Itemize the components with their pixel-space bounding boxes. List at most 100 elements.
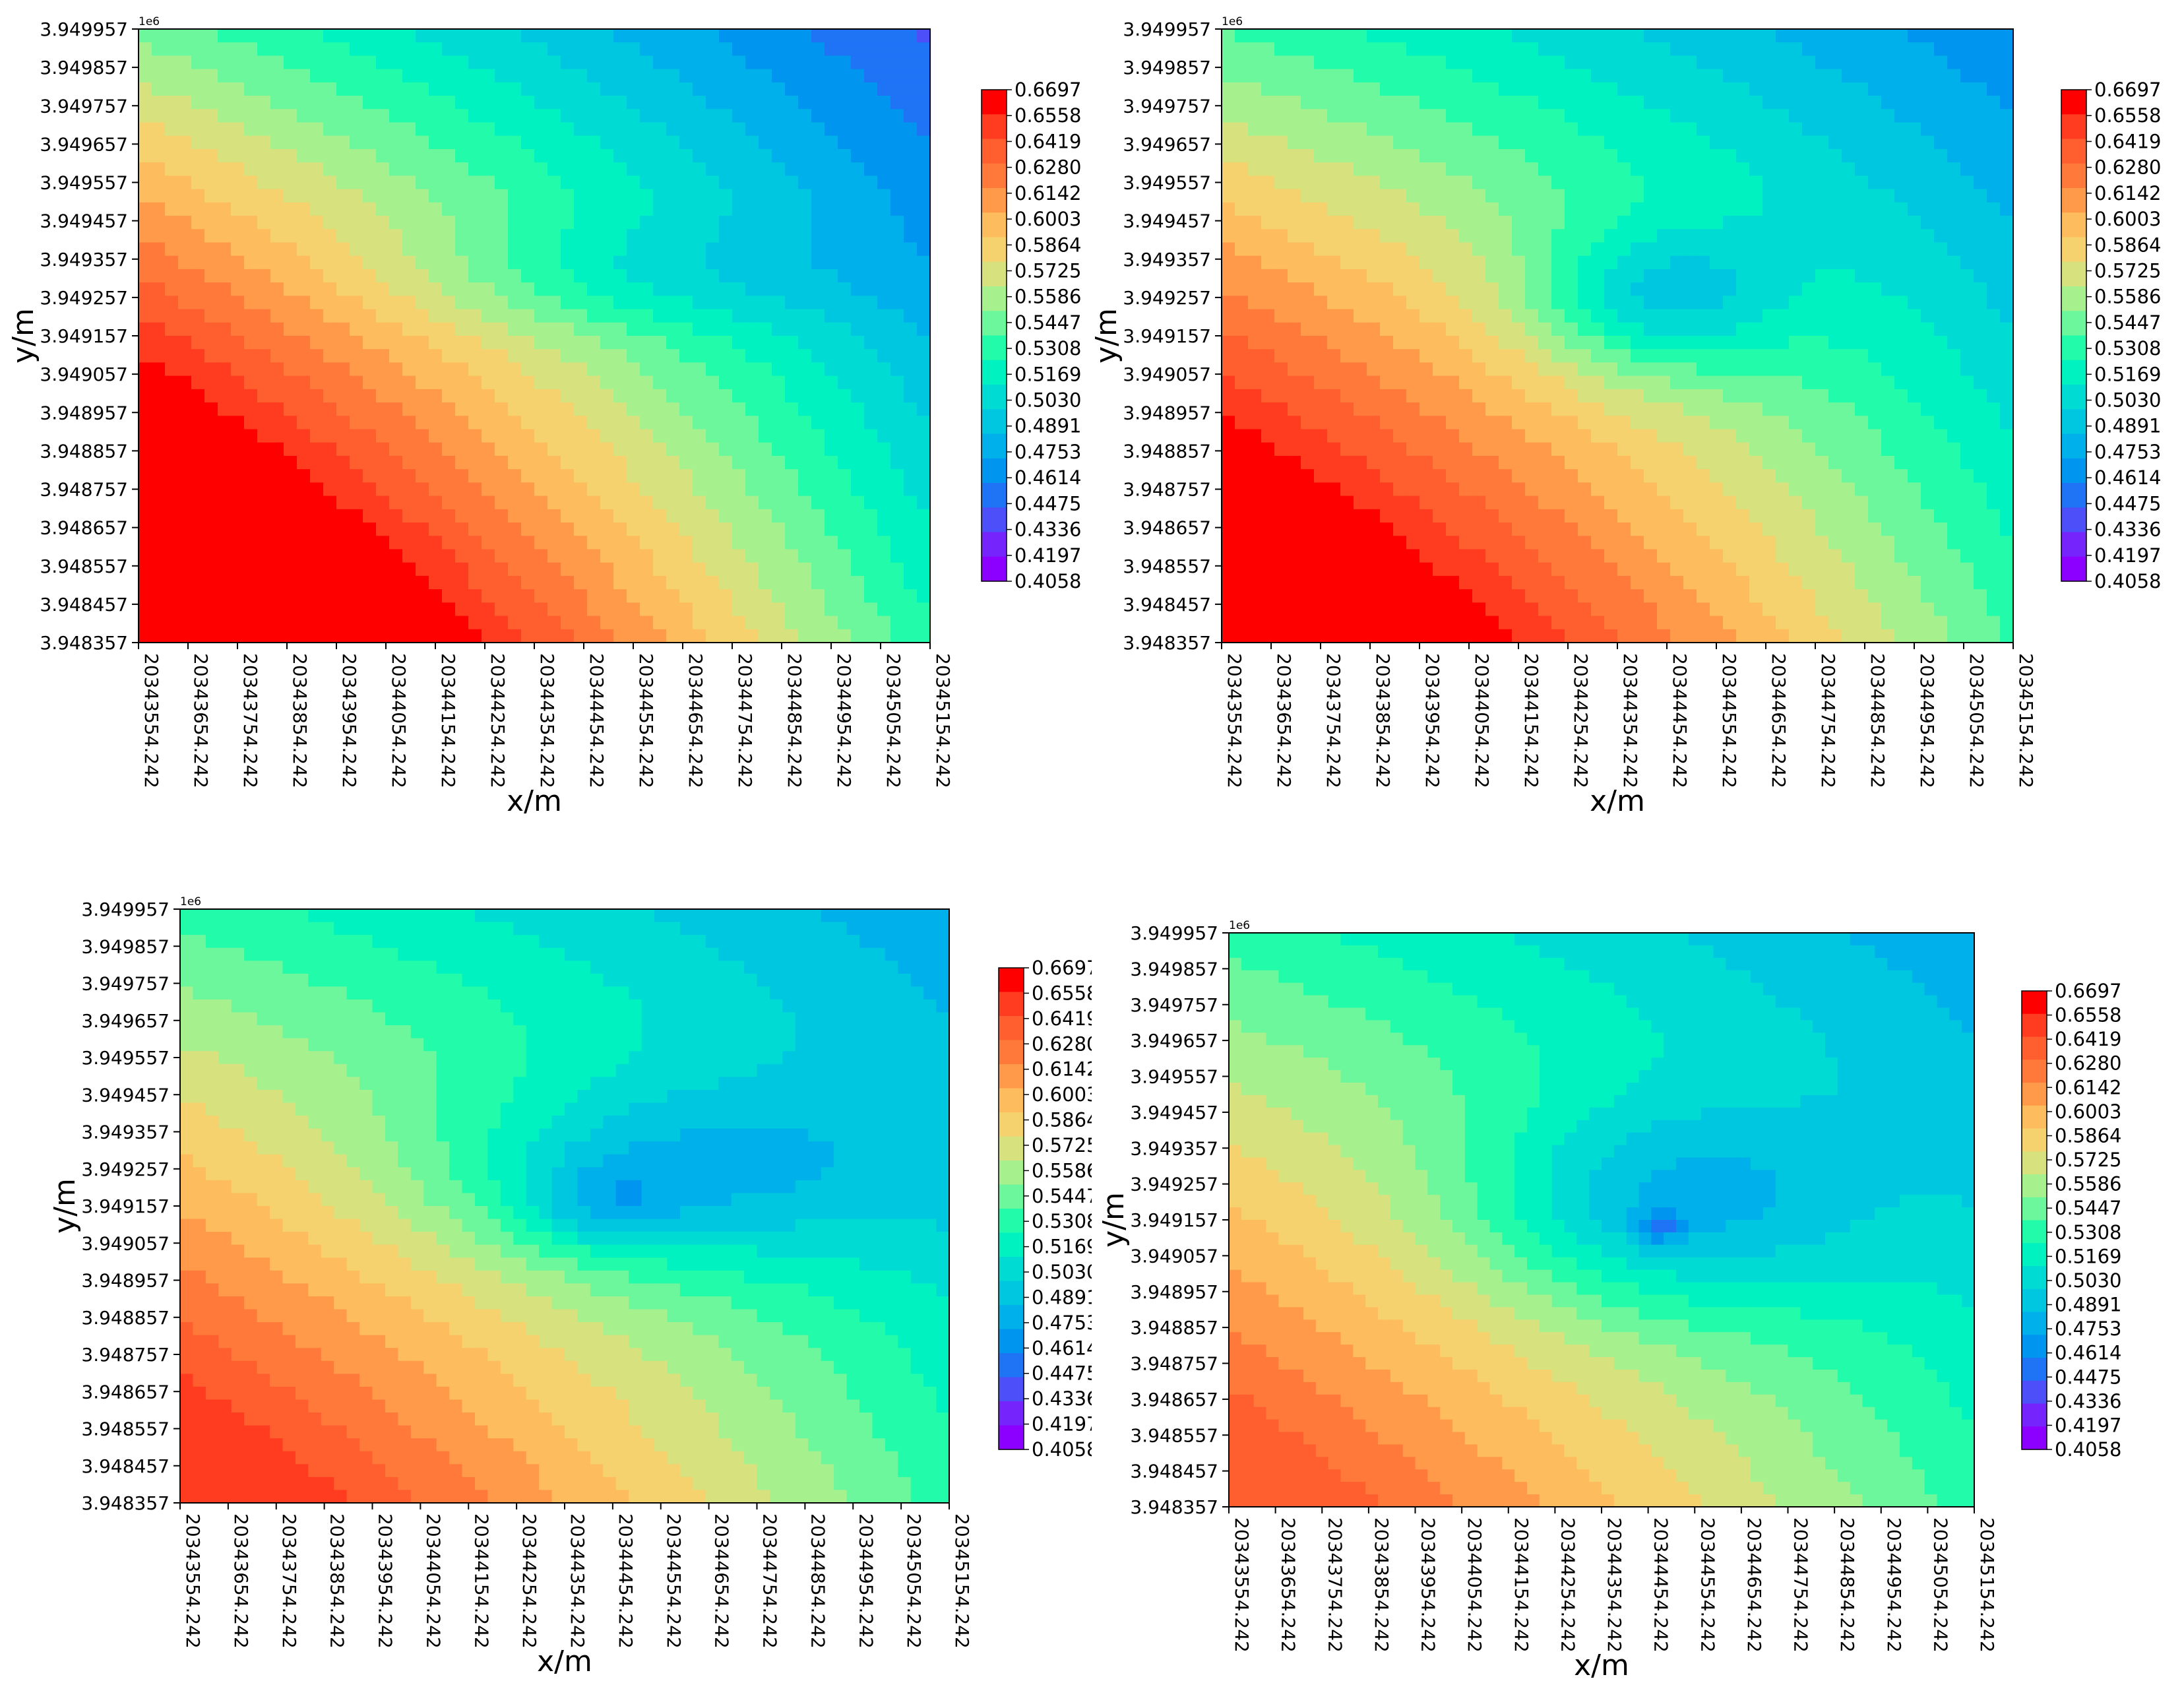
- contour-cell: [1551, 42, 1565, 56]
- contour-cell: [693, 456, 706, 470]
- contour-cell: [231, 323, 245, 336]
- contour-cell: [1617, 416, 1631, 429]
- contour-cell: [890, 602, 904, 616]
- contour-cell: [890, 29, 904, 43]
- contour-cell: [627, 589, 640, 603]
- contour-cell: [191, 296, 205, 309]
- contour-cell: [1868, 282, 1882, 296]
- contour-cell: [191, 549, 205, 563]
- contour-cell: [917, 82, 931, 96]
- colorbar-swatch: [982, 114, 1007, 139]
- contour-cell: [1987, 469, 2001, 483]
- contour-cell: [1433, 402, 1447, 416]
- contour-cell: [1512, 162, 1526, 176]
- contour-cell: [587, 402, 601, 416]
- contour-cell: [1617, 175, 1631, 189]
- contour-cell: [600, 456, 614, 470]
- contour-cell: [1591, 149, 1605, 163]
- contour-cell: [547, 82, 561, 96]
- contour-cell: [1644, 69, 1658, 83]
- contour-cell: [1261, 136, 1275, 150]
- contour-cell: [864, 162, 878, 176]
- contour-cell: [218, 362, 232, 376]
- contour-cell: [1525, 309, 1539, 323]
- contour-cell: [719, 429, 733, 443]
- contour-cell: [1538, 109, 1552, 123]
- contour-cell: [534, 456, 548, 470]
- contour-cell: [1512, 42, 1526, 56]
- contour-cell: [1855, 189, 1869, 203]
- contour-cell: [323, 69, 337, 83]
- contour-cell: [600, 616, 614, 630]
- contour-cell: [561, 242, 575, 256]
- contour-cell: [1288, 149, 1301, 163]
- contour-cell: [1578, 136, 1592, 150]
- contour-cell: [257, 456, 271, 470]
- contour-cell: [376, 496, 390, 510]
- contour-cell: [1512, 416, 1526, 429]
- contour-cell: [1670, 336, 1684, 350]
- contour-cell: [231, 296, 245, 309]
- contour-cell: [1340, 203, 1354, 216]
- contour-cell: [2000, 256, 2014, 270]
- colorbar-swatch: [982, 483, 1007, 508]
- contour-cell: [547, 362, 561, 376]
- contour-cell: [759, 509, 772, 523]
- contour-cell: [1446, 175, 1460, 189]
- contour-cell: [1393, 482, 1407, 496]
- contour-cell: [890, 456, 904, 470]
- contour-cell: [1908, 402, 1921, 416]
- contour-cell: [1683, 136, 1697, 150]
- contour-cell: [521, 482, 535, 496]
- contour-cell: [627, 376, 640, 390]
- contour-cell: [468, 336, 482, 350]
- contour-cell: [732, 256, 746, 270]
- contour-cell: [257, 282, 271, 296]
- contour-cell: [442, 55, 456, 69]
- contour-cell: [1802, 296, 1816, 309]
- contour-cell: [270, 96, 284, 110]
- contour-cell: [323, 616, 337, 630]
- contour-cell: [640, 323, 654, 336]
- contour-cell: [759, 162, 772, 176]
- contour-cell: [191, 309, 205, 323]
- contour-cell: [1683, 429, 1697, 443]
- contour-cell: [1947, 456, 1961, 470]
- contour-cell: [1591, 456, 1605, 470]
- contour-cell: [1274, 309, 1288, 323]
- contour-cell: [468, 96, 482, 110]
- contour-cell: [653, 589, 667, 603]
- contour-cell: [1525, 242, 1539, 256]
- contour-cell: [1604, 469, 1618, 483]
- contour-cell: [323, 42, 337, 56]
- contour-cell: [561, 123, 575, 137]
- contour-cell: [482, 589, 495, 603]
- contour-cell: [244, 509, 258, 523]
- contour-cell: [376, 189, 390, 203]
- contour-cell: [1802, 469, 1816, 483]
- contour-cell: [587, 55, 601, 69]
- contour-cell: [165, 443, 179, 457]
- contour-cell: [719, 509, 733, 523]
- contour-cell: [1327, 443, 1341, 457]
- contour-cell: [904, 376, 918, 390]
- contour-cell: [1855, 456, 1869, 470]
- contour-cell: [1604, 376, 1618, 390]
- contour-cell: [1274, 456, 1288, 470]
- x-tick-label: 20344554.242: [635, 653, 657, 788]
- contour-cell: [1828, 55, 1842, 69]
- contour-cell: [1776, 469, 1790, 483]
- contour-cell: [521, 189, 535, 203]
- contour-cell: [666, 149, 680, 163]
- contour-cell: [627, 523, 640, 536]
- contour-cell: [917, 629, 931, 643]
- contour-cell: [1551, 203, 1565, 216]
- contour-cell: [1710, 69, 1724, 83]
- contour-cell: [640, 55, 654, 69]
- contour-cell: [627, 123, 640, 137]
- contour-cell: [1974, 69, 1987, 83]
- contour-cell: [1697, 242, 1710, 256]
- contour-cell: [772, 96, 786, 110]
- contour-cell: [244, 402, 258, 416]
- contour-cell: [204, 109, 218, 123]
